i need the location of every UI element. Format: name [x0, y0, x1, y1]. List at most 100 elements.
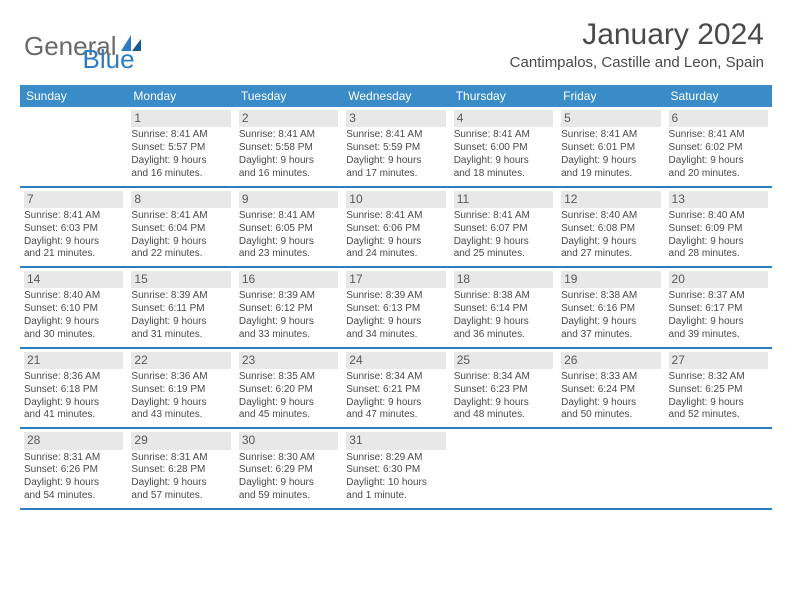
- cell-line: Sunrise: 8:31 AM: [24, 452, 123, 465]
- day-number: 13: [669, 191, 768, 208]
- calendar-cell: 6Sunrise: 8:41 AMSunset: 6:02 PMDaylight…: [665, 107, 772, 186]
- day-number: 26: [561, 352, 660, 369]
- cell-line: and 16 minutes.: [239, 168, 338, 181]
- calendar-cell: 3Sunrise: 8:41 AMSunset: 5:59 PMDaylight…: [342, 107, 449, 186]
- cell-line: Sunset: 6:29 PM: [239, 464, 338, 477]
- calendar-cell: [450, 429, 557, 508]
- calendar-cell: 10Sunrise: 8:41 AMSunset: 6:06 PMDayligh…: [342, 188, 449, 267]
- week-row: 7Sunrise: 8:41 AMSunset: 6:03 PMDaylight…: [20, 188, 772, 269]
- day-number: 9: [239, 191, 338, 208]
- calendar-cell: [665, 429, 772, 508]
- cell-line: and 52 minutes.: [669, 409, 768, 422]
- cell-line: Sunrise: 8:41 AM: [454, 210, 553, 223]
- cell-line: Daylight: 9 hours: [669, 316, 768, 329]
- cell-line: Daylight: 9 hours: [131, 397, 230, 410]
- cell-line: and 16 minutes.: [131, 168, 230, 181]
- cell-line: Sunset: 6:16 PM: [561, 303, 660, 316]
- calendar-cell: 22Sunrise: 8:36 AMSunset: 6:19 PMDayligh…: [127, 349, 234, 428]
- cell-line: Sunrise: 8:34 AM: [454, 371, 553, 384]
- cell-line: and 24 minutes.: [346, 248, 445, 261]
- cell-line: Daylight: 9 hours: [131, 477, 230, 490]
- calendar-cell: 15Sunrise: 8:39 AMSunset: 6:11 PMDayligh…: [127, 268, 234, 347]
- cell-line: and 47 minutes.: [346, 409, 445, 422]
- cell-line: Daylight: 9 hours: [346, 316, 445, 329]
- cell-line: and 45 minutes.: [239, 409, 338, 422]
- cell-line: Daylight: 9 hours: [669, 155, 768, 168]
- calendar-cell: 7Sunrise: 8:41 AMSunset: 6:03 PMDaylight…: [20, 188, 127, 267]
- cell-line: Sunrise: 8:35 AM: [239, 371, 338, 384]
- day-number: 27: [669, 352, 768, 369]
- calendar-cell: 8Sunrise: 8:41 AMSunset: 6:04 PMDaylight…: [127, 188, 234, 267]
- calendar-cell: 21Sunrise: 8:36 AMSunset: 6:18 PMDayligh…: [20, 349, 127, 428]
- day-header: Tuesday: [235, 85, 342, 107]
- cell-line: and 33 minutes.: [239, 329, 338, 342]
- calendar-cell: 25Sunrise: 8:34 AMSunset: 6:23 PMDayligh…: [450, 349, 557, 428]
- day-number: 19: [561, 271, 660, 288]
- calendar-cell: 5Sunrise: 8:41 AMSunset: 6:01 PMDaylight…: [557, 107, 664, 186]
- day-number: 1: [131, 110, 230, 127]
- week-row: 14Sunrise: 8:40 AMSunset: 6:10 PMDayligh…: [20, 268, 772, 349]
- day-number: 15: [131, 271, 230, 288]
- cell-line: Sunset: 6:04 PM: [131, 223, 230, 236]
- day-number: 12: [561, 191, 660, 208]
- cell-line: Daylight: 9 hours: [239, 477, 338, 490]
- day-number: 6: [669, 110, 768, 127]
- cell-line: Sunrise: 8:40 AM: [561, 210, 660, 223]
- cell-line: and 37 minutes.: [561, 329, 660, 342]
- cell-line: Sunrise: 8:41 AM: [24, 210, 123, 223]
- cell-line: Sunrise: 8:30 AM: [239, 452, 338, 465]
- cell-line: and 17 minutes.: [346, 168, 445, 181]
- cell-line: Sunset: 6:06 PM: [346, 223, 445, 236]
- calendar-cell: 9Sunrise: 8:41 AMSunset: 6:05 PMDaylight…: [235, 188, 342, 267]
- cell-line: and 39 minutes.: [669, 329, 768, 342]
- cell-line: Sunrise: 8:37 AM: [669, 290, 768, 303]
- cell-line: Sunrise: 8:38 AM: [561, 290, 660, 303]
- cell-line: and 57 minutes.: [131, 490, 230, 503]
- cell-line: Daylight: 9 hours: [454, 236, 553, 249]
- cell-line: Sunset: 5:59 PM: [346, 142, 445, 155]
- cell-line: Sunset: 6:19 PM: [131, 384, 230, 397]
- title-block: January 2024 Cantimpalos, Castille and L…: [510, 18, 764, 71]
- brand-word2: Blue: [83, 44, 135, 75]
- cell-line: Sunset: 6:02 PM: [669, 142, 768, 155]
- cell-line: Sunset: 6:09 PM: [669, 223, 768, 236]
- brand-logo: General Blue: [24, 18, 135, 75]
- day-header: Thursday: [450, 85, 557, 107]
- cell-line: Sunrise: 8:33 AM: [561, 371, 660, 384]
- calendar-cell: 13Sunrise: 8:40 AMSunset: 6:09 PMDayligh…: [665, 188, 772, 267]
- cell-line: Sunrise: 8:39 AM: [239, 290, 338, 303]
- cell-line: Sunrise: 8:29 AM: [346, 452, 445, 465]
- cell-line: Daylight: 9 hours: [454, 155, 553, 168]
- day-header: Saturday: [665, 85, 772, 107]
- calendar-cell: 12Sunrise: 8:40 AMSunset: 6:08 PMDayligh…: [557, 188, 664, 267]
- calendar-cell: 23Sunrise: 8:35 AMSunset: 6:20 PMDayligh…: [235, 349, 342, 428]
- cell-line: Sunrise: 8:40 AM: [669, 210, 768, 223]
- month-title: January 2024: [510, 18, 764, 52]
- cell-line: Sunset: 6:10 PM: [24, 303, 123, 316]
- cell-line: and 21 minutes.: [24, 248, 123, 261]
- cell-line: Daylight: 9 hours: [346, 236, 445, 249]
- cell-line: Sunset: 6:30 PM: [346, 464, 445, 477]
- cell-line: Sunrise: 8:41 AM: [454, 129, 553, 142]
- cell-line: Daylight: 9 hours: [561, 155, 660, 168]
- cell-line: Sunset: 6:17 PM: [669, 303, 768, 316]
- day-number: 17: [346, 271, 445, 288]
- cell-line: Sunset: 6:08 PM: [561, 223, 660, 236]
- cell-line: and 25 minutes.: [454, 248, 553, 261]
- cell-line: Sunset: 6:21 PM: [346, 384, 445, 397]
- cell-line: Sunset: 6:14 PM: [454, 303, 553, 316]
- calendar-cell: 19 Sunrise: 8:38 AMSunset: 6:16 PMDayligh…: [557, 268, 664, 347]
- weeks-container: 1Sunrise: 8:41 AMSunset: 5:57 PMDaylight…: [20, 107, 772, 510]
- day-number: 14: [24, 271, 123, 288]
- cell-line: Daylight: 9 hours: [561, 316, 660, 329]
- location-label: Cantimpalos, Castille and Leon, Spain: [510, 54, 764, 71]
- cell-line: Daylight: 9 hours: [24, 477, 123, 490]
- day-number: 28: [24, 432, 123, 449]
- cell-line: Sunrise: 8:38 AM: [454, 290, 553, 303]
- calendar-cell: 31Sunrise: 8:29 AMSunset: 6:30 PMDayligh…: [342, 429, 449, 508]
- week-row: 21Sunrise: 8:36 AMSunset: 6:18 PMDayligh…: [20, 349, 772, 430]
- cell-line: Daylight: 9 hours: [454, 397, 553, 410]
- calendar-cell: 4Sunrise: 8:41 AMSunset: 6:00 PMDaylight…: [450, 107, 557, 186]
- calendar-cell: 26Sunrise: 8:33 AMSunset: 6:24 PMDayligh…: [557, 349, 664, 428]
- cell-line: Daylight: 9 hours: [561, 397, 660, 410]
